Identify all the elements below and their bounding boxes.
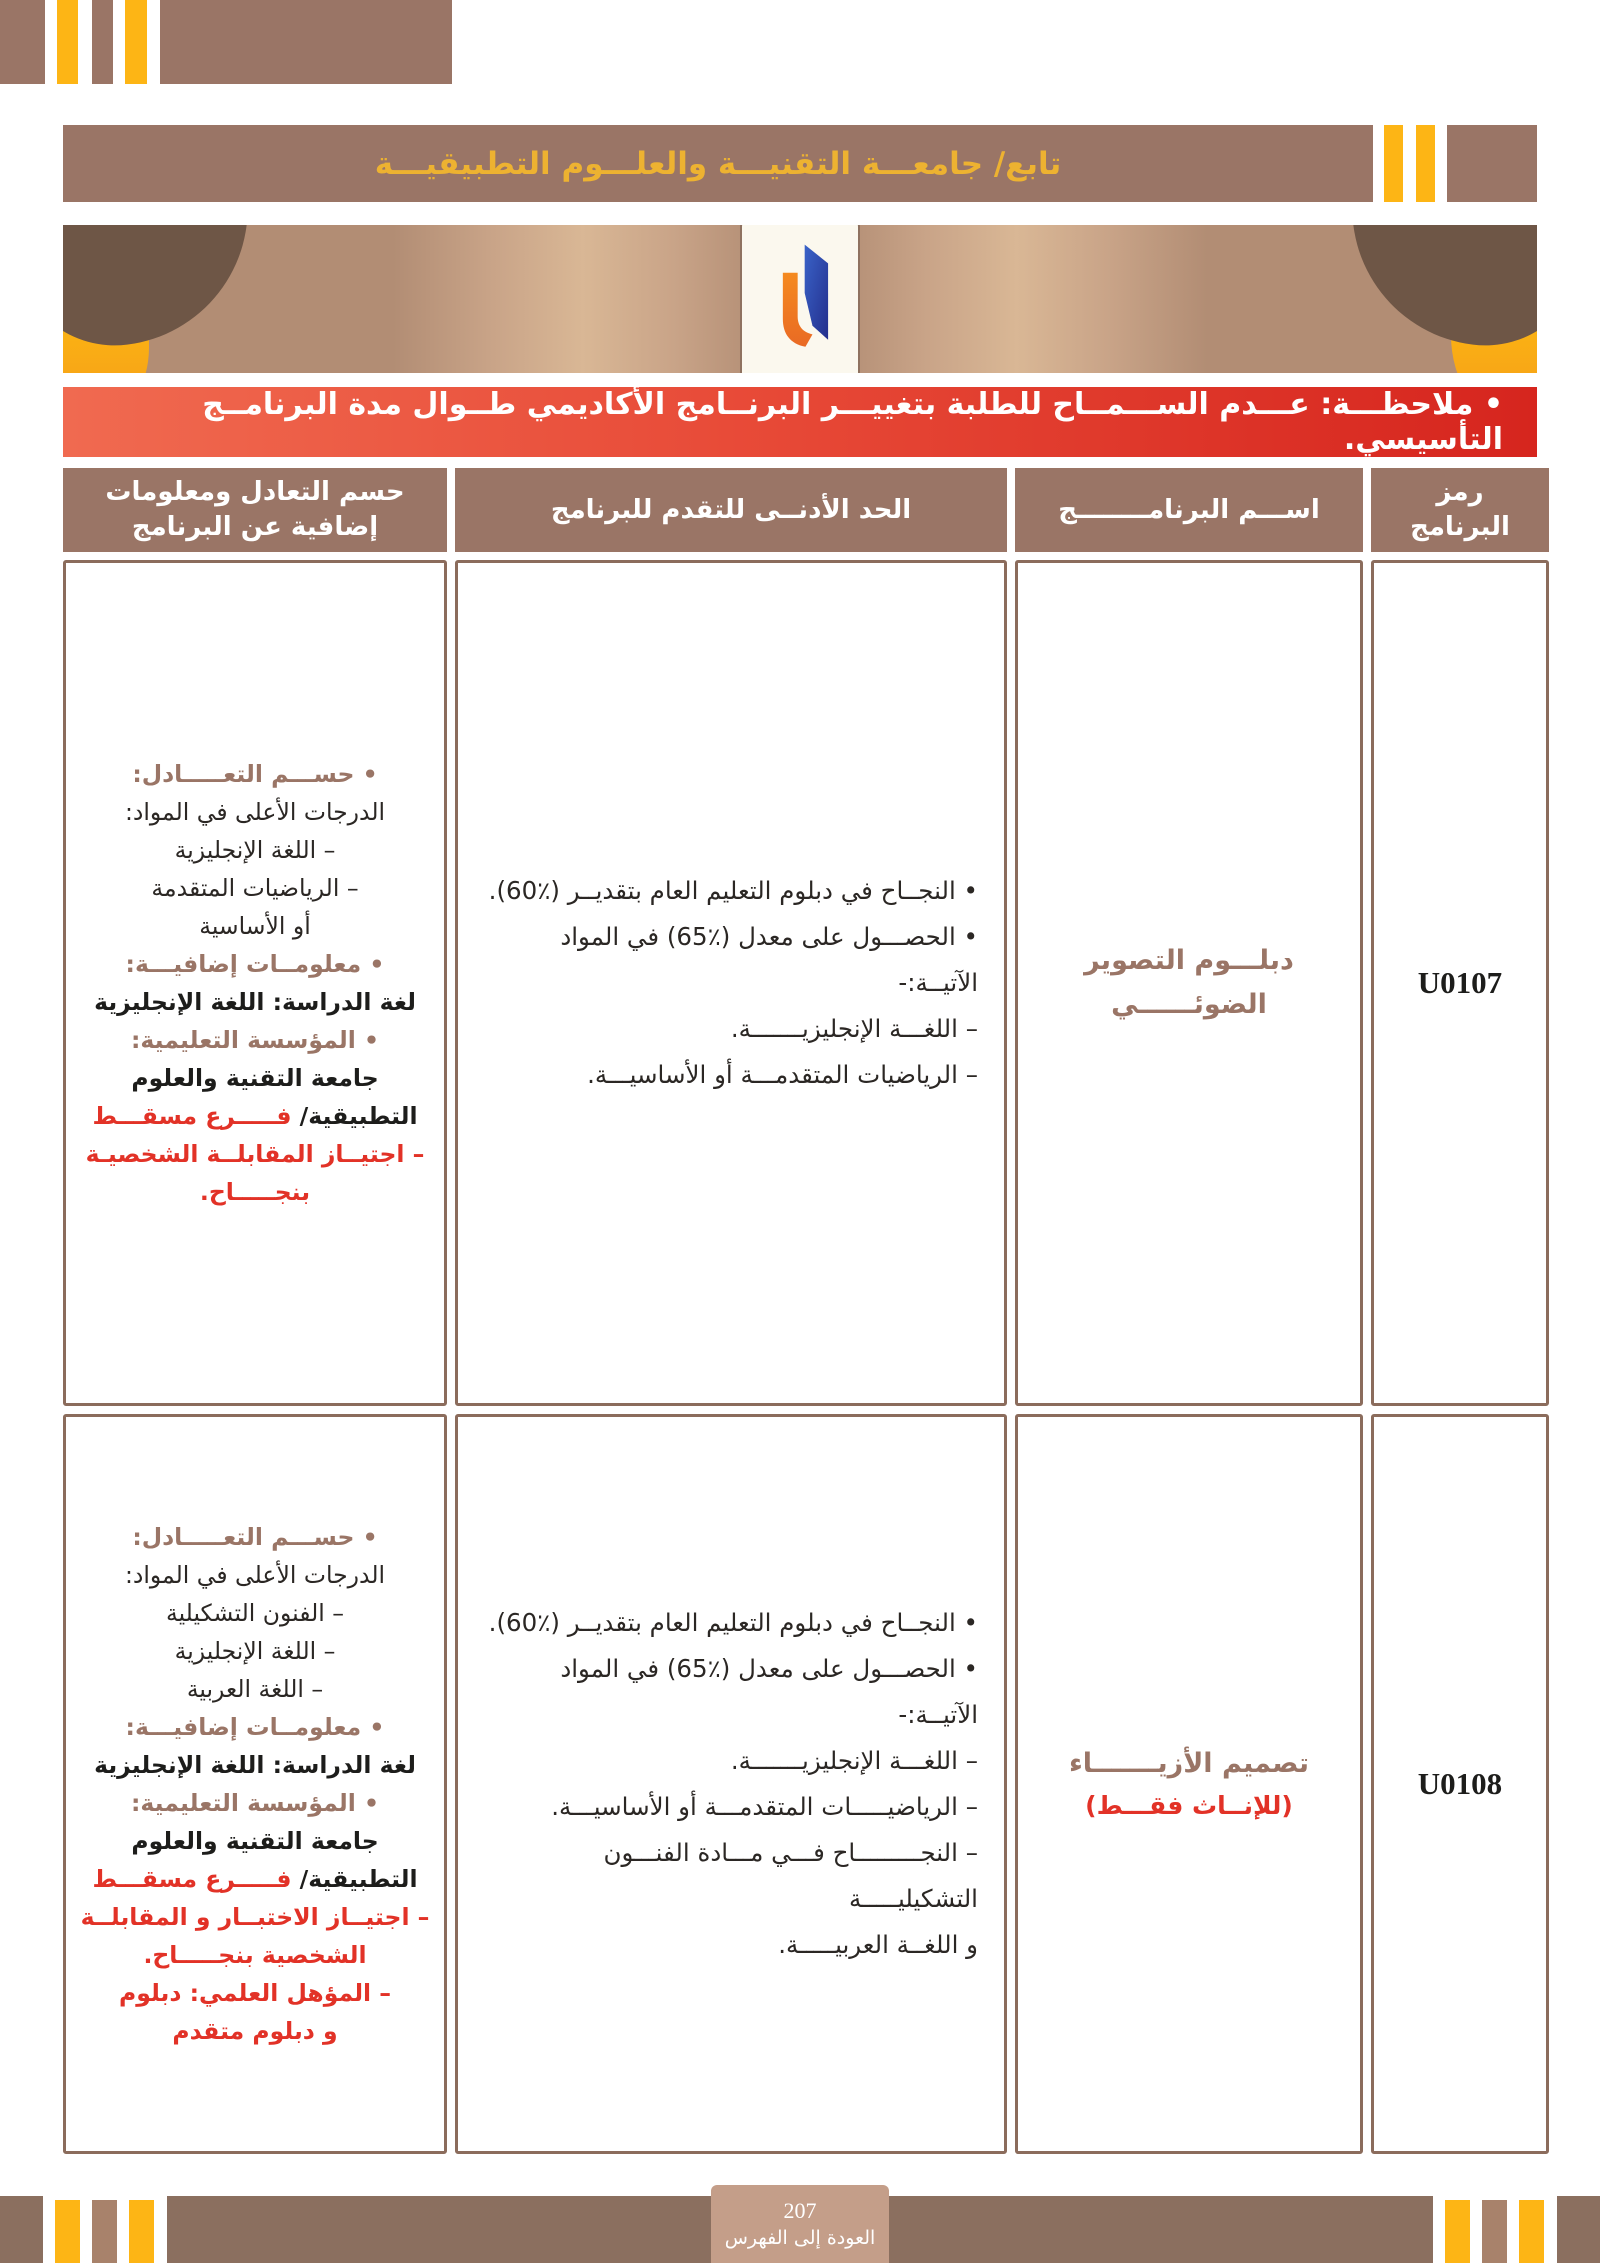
header-program-code: رمز البرنامج <box>1371 468 1549 552</box>
requirement-line: • الحصـــول على معدل (٪65) في المواد الآ… <box>560 922 978 997</box>
program-code: U0107 <box>1417 965 1503 1000</box>
page-title-bar: تابع/ جامعـــة التقنيـــة والعلـــوم الت… <box>0 125 1600 202</box>
qualification-line: – المؤهل العلمي: دبلوم <box>118 1979 392 2007</box>
header-program-name: اســـم البرنامــــــــج <box>1015 468 1363 552</box>
decorative-banner <box>63 225 1537 373</box>
footer-tab: 207 العودة إلى الفهرس <box>711 2185 889 2263</box>
note-text: • ملاحظـــة: عـــدم الســـمــاح للطلبة ب… <box>202 387 1503 457</box>
gold-bar <box>1445 2200 1470 2263</box>
requirement-line: • النجــاح في دبلوم التعليم العام بتقديـ… <box>488 1608 978 1637</box>
table-row: U0108 تصميم الأزيـــــــاء (للإنــاث فقـ… <box>63 1414 1549 2154</box>
utas-logo-card <box>740 225 860 373</box>
requirement-line: – الرياضيات المتقدمـــة أو الأساسيـــة. <box>587 1060 978 1089</box>
requirements-cell: • النجــاح في دبلوم التعليم العام بتقديـ… <box>455 1414 1007 2154</box>
brown-bar <box>0 0 45 84</box>
program-name-line: الضوئــــــي <box>1111 989 1267 1020</box>
requirement-line: – النجـــــــــاح فـــي مـــادة الفنـــو… <box>603 1838 978 1913</box>
table-header-row: رمز البرنامج اســـم البرنامــــــــج الح… <box>63 468 1549 552</box>
requirement-line: • الحصـــول على معدل (٪65) في المواد الآ… <box>560 1654 978 1729</box>
tan-bar <box>92 2200 117 2263</box>
program-code-cell: U0108 <box>1371 1414 1549 2154</box>
title-band: تابع/ جامعـــة التقنيـــة والعلـــوم الت… <box>63 125 1373 202</box>
gold-accent-bar <box>1384 125 1403 202</box>
program-code: U0108 <box>1417 1766 1503 1801</box>
institution-branch-prefix: التطبيقية/ <box>299 1865 418 1893</box>
requirement-line: و اللغــة العربيـــــة. <box>778 1930 978 1959</box>
page-title: تابع/ جامعـــة التقنيـــة والعلـــوم الت… <box>374 145 1062 182</box>
gold-accent-bar <box>1416 125 1435 202</box>
institution-line: التطبيقية/ فـــــرع مسقـــط <box>74 1860 436 1898</box>
institution-line: جامعة التقنية والعلوم <box>131 1827 379 1855</box>
tiebreak-cell: • حســـم التعـــــادل: الدرجات الأعلى في… <box>63 560 447 1406</box>
exam-interview-requirement: الشخصية بنجـــــاح. <box>143 1941 367 1969</box>
tiebreak-intro: الدرجات الأعلى في المواد: <box>124 798 386 826</box>
requirement-line: • النجــاح في دبلوم التعليم العام بتقديـ… <box>488 876 978 905</box>
gold-bar <box>57 0 78 84</box>
tiebreak-subject: – الرياضيات المتقدمة <box>151 874 359 902</box>
program-code-cell: U0107 <box>1371 560 1549 1406</box>
brown-bar <box>160 0 452 84</box>
requirement-line: – الرياضيـــــات المتقدمـــة أو الأساسيـ… <box>551 1792 978 1821</box>
header-minimum-requirements: الحد الأدنــى للتقدم للبرنامج <box>455 468 1007 552</box>
requirements-cell: • النجــاح في دبلوم التعليم العام بتقديـ… <box>455 560 1007 1406</box>
gold-bar <box>55 2200 80 2263</box>
header-tiebreak-info: حسم التعادل ومعلومات إضافية عن البرنامج <box>63 468 447 552</box>
tiebreak-subject: – الفنون التشكيلية <box>165 1599 345 1627</box>
institution-branch: فـــــرع مسقـــط <box>92 1102 292 1130</box>
programs-table: رمز البرنامج اســـم البرنامــــــــج الح… <box>55 460 1557 2162</box>
institution-branch-prefix: التطبيقية/ <box>299 1102 418 1130</box>
study-language: لغة الدراسة: اللغة الإنجليزية <box>94 988 416 1016</box>
brown-wedge-decoration <box>63 225 264 357</box>
brown-accent-bar <box>1447 125 1537 202</box>
interview-requirement: – اجتيــاز المقابلــة الشخصيـة <box>85 1140 425 1168</box>
requirement-line: – اللغـــة الإنجليزيـــــــة. <box>730 1014 978 1043</box>
tiebreak-intro: الدرجات الأعلى في المواد: <box>124 1561 386 1589</box>
tiebreak-heading: • حســـم التعـــــادل: <box>132 760 378 788</box>
top-decorative-strip <box>0 0 1600 84</box>
program-name-note: (للإنــاث فقـــط) <box>1085 1791 1293 1820</box>
gold-bar <box>129 2200 154 2263</box>
tan-bar <box>1482 2200 1507 2263</box>
tiebreak-subject: أو الأساسية <box>199 912 311 940</box>
program-name-line: دبلـــوم التصوير <box>1084 945 1294 976</box>
note-bar: • ملاحظـــة: عـــدم الســـمــاح للطلبة ب… <box>63 387 1537 457</box>
extra-info-heading: • معلومــات إضافيـــة: <box>125 950 385 978</box>
gold-bar <box>1519 2200 1544 2263</box>
extra-info-heading: • معلومــات إضافيـــة: <box>125 1713 385 1741</box>
footer-left-decoration <box>43 2196 167 2263</box>
tiebreak-subject: – اللغة الإنجليزية <box>174 1637 336 1665</box>
utas-logo-icon <box>782 244 829 347</box>
institution-line: التطبيقية/ فـــــرع مسقـــط <box>74 1097 436 1135</box>
tiebreak-cell: • حســـم التعـــــادل: الدرجات الأعلى في… <box>63 1414 447 2154</box>
gold-bar <box>125 0 147 84</box>
back-to-index-link[interactable]: العودة إلى الفهرس <box>724 2227 876 2249</box>
qualification-line: و دبلوم متقدم <box>172 2017 338 2045</box>
study-language: لغة الدراسة: اللغة الإنجليزية <box>94 1751 416 1779</box>
exam-interview-requirement: – اجتيــاز الاختبــار و المقابلــة <box>80 1903 430 1931</box>
brown-wedge-decoration <box>1336 225 1537 357</box>
interview-requirement: بنجـــــاح. <box>199 1178 311 1206</box>
program-name-cell: تصميم الأزيـــــــاء (للإنــاث فقـــط) <box>1015 1414 1363 2154</box>
brown-bar <box>92 0 113 84</box>
footer-right-decoration <box>1433 2196 1557 2263</box>
program-name-cell: دبلـــوم التصوير الضوئــــــي <box>1015 560 1363 1406</box>
institution-line: جامعة التقنية والعلوم <box>131 1064 379 1092</box>
institution-branch: فـــــرع مسقـــط <box>92 1865 292 1893</box>
requirement-line: – اللغـــة الإنجليزيـــــــة. <box>730 1746 978 1775</box>
tiebreak-heading: • حســـم التعـــــادل: <box>132 1523 378 1551</box>
tiebreak-subject: – اللغة العربية <box>186 1675 324 1703</box>
institution-heading: • المؤسسة التعليمية: <box>131 1789 379 1817</box>
institution-heading: • المؤسسة التعليمية: <box>131 1026 379 1054</box>
table-row: U0107 دبلـــوم التصوير الضوئــــــي • ال… <box>63 560 1549 1406</box>
program-name-line: تصميم الأزيـــــــاء <box>1068 1748 1310 1779</box>
page-number: 207 <box>783 2198 817 2223</box>
tiebreak-subject: – اللغة الإنجليزية <box>174 836 336 864</box>
